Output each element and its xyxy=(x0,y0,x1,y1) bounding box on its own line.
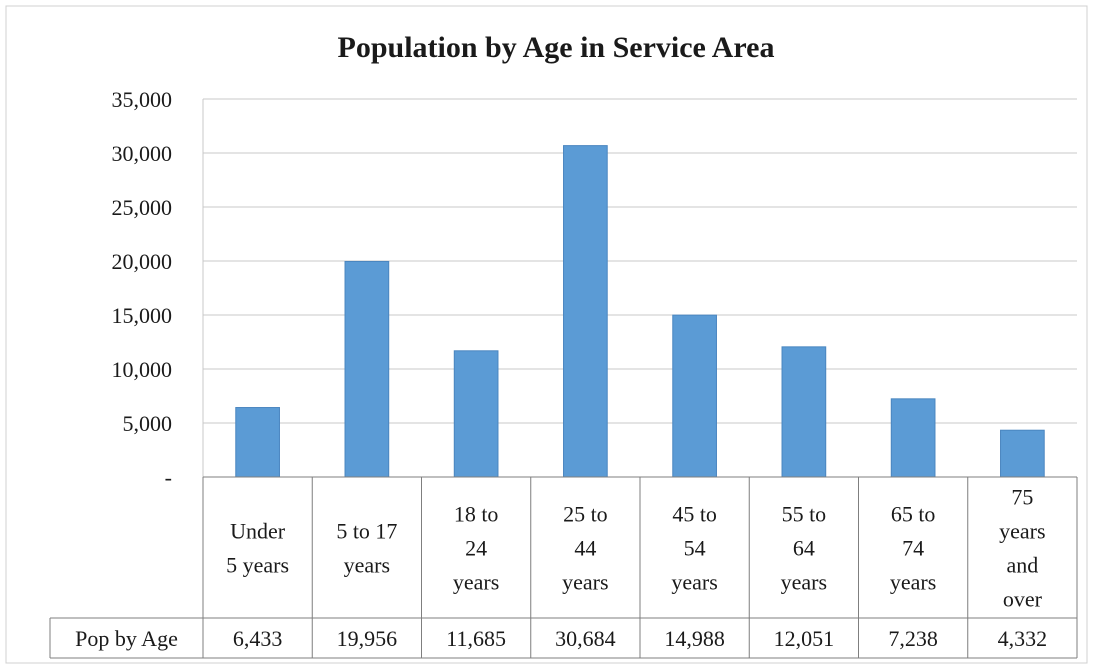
table-row-header: Pop by Age xyxy=(75,626,178,651)
bar xyxy=(236,408,280,477)
data-value-label: 11,685 xyxy=(446,626,506,651)
data-value-label: 6,433 xyxy=(233,626,283,651)
bar xyxy=(891,399,935,477)
bar xyxy=(345,261,389,477)
data-value-label: 4,332 xyxy=(998,626,1048,651)
bar xyxy=(564,146,608,477)
bar xyxy=(673,315,717,477)
y-tick-label: 10,000 xyxy=(112,357,173,382)
y-tick-label: 25,000 xyxy=(112,195,173,220)
chart-title: Population by Age in Service Area xyxy=(338,31,775,64)
y-tick-label: 20,000 xyxy=(112,249,173,274)
y-tick-label: 30,000 xyxy=(112,141,173,166)
y-tick-label: 15,000 xyxy=(112,303,173,328)
data-value-label: 30,684 xyxy=(555,626,616,651)
data-value-label: 14,988 xyxy=(664,626,725,651)
y-tick-label: 5,000 xyxy=(123,411,173,436)
bar xyxy=(1001,430,1045,477)
y-tick-label: 35,000 xyxy=(112,87,173,112)
bar xyxy=(782,347,826,477)
data-value-label: 19,956 xyxy=(337,626,398,651)
bar xyxy=(454,351,498,477)
y-tick-label: - xyxy=(165,465,172,490)
data-value-label: 12,051 xyxy=(774,626,835,651)
data-value-label: 7,238 xyxy=(888,626,938,651)
